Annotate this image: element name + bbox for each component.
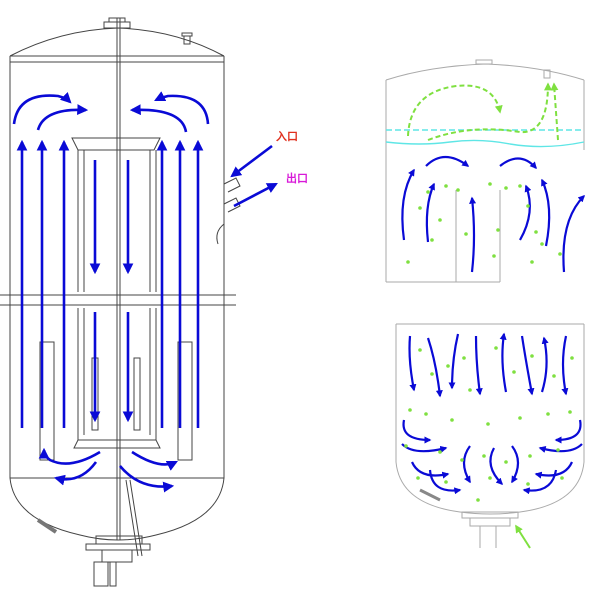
flow-arrow-icon: [407, 84, 503, 137]
particles: [406, 182, 562, 264]
flow-arrow-icon: [425, 155, 470, 167]
flow-arrow-icon: [554, 419, 582, 444]
outlet-label: 出口: [286, 171, 308, 185]
flow-arrow-icon: [129, 104, 188, 133]
flow-arrow-icon: [38, 447, 101, 465]
flow-arrow-icon: [469, 196, 477, 273]
flow-arrow-icon: [401, 168, 415, 241]
flow-arrow-icon: [562, 195, 585, 273]
flow-arrow-icon: [408, 335, 417, 392]
lower-section-view: [395, 323, 585, 549]
flow-arrow-icon: [520, 335, 535, 396]
flow-arrow-icon: [522, 469, 558, 495]
main-vessel: [0, 17, 241, 587]
upper-section-view: [385, 59, 585, 283]
flow-arrow-icon: [428, 469, 462, 495]
inlet-label: 入口: [276, 130, 298, 143]
flow-arrow-icon: [448, 333, 460, 390]
flow-arrow-icon: [489, 447, 503, 485]
flow-arrow-icon: [36, 104, 89, 131]
particles: [404, 346, 574, 502]
flow-arrow-icon: [534, 461, 574, 479]
flow-arrow-icon: [462, 445, 471, 484]
flow-arrow-icon: [538, 443, 583, 453]
outlet-arrow-icon: [233, 182, 278, 208]
flow-arrow-icon: [540, 336, 549, 393]
flow-arrow-icon: [519, 184, 532, 241]
flow-arrow-icon: [550, 82, 559, 141]
flow-arrow-icon: [427, 82, 552, 141]
flow-arrow-icon: [499, 332, 508, 393]
flow-arrow-icon: [541, 178, 551, 247]
flow-arrow-icon: [561, 335, 569, 396]
flow-arrow-icon: [499, 157, 537, 170]
flow-arrow-icon: [119, 465, 175, 493]
main-vessel-flow: [12, 91, 210, 493]
flow-arrow-icon: [12, 91, 72, 125]
flow-arrow-icon: [131, 450, 178, 471]
flow-arrow-icon: [426, 337, 443, 398]
inlet-arrow-icon: [230, 144, 273, 178]
flow-arrow-icon: [402, 419, 432, 444]
flow-arrow-icon: [474, 335, 483, 396]
feed-arrow-icon: [515, 524, 531, 549]
flow-arrow-icon: [401, 443, 448, 453]
flow-arrow-icon: [425, 182, 436, 243]
flow-arrow-icon: [53, 461, 98, 486]
inlet-outlet-arrows: [230, 144, 278, 208]
flow-arrow-icon: [511, 445, 520, 484]
flow-arrow-icon: [410, 461, 450, 479]
flow-arrow-icon: [154, 91, 210, 125]
